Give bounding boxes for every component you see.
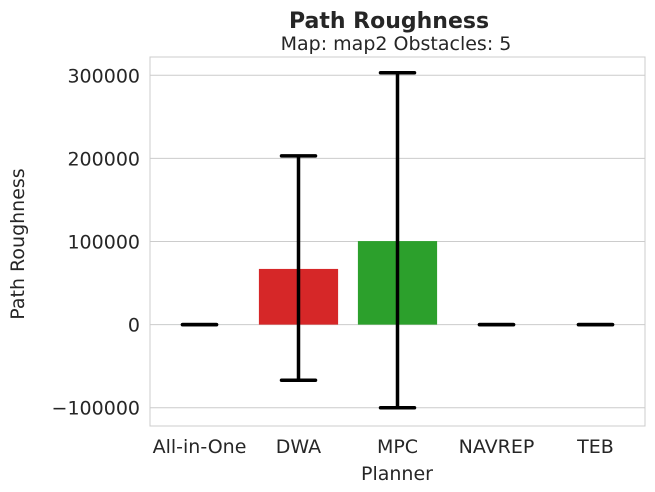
y-tick-label: 0 <box>128 315 140 337</box>
chart-title: Path Roughness <box>289 9 489 34</box>
x-axis-title: Planner <box>361 463 433 485</box>
y-axis-title: Path Roughness <box>7 168 29 319</box>
x-tick-label: DWA <box>276 436 321 458</box>
plot-frame <box>149 56 646 427</box>
error-bar <box>279 154 318 383</box>
x-tick-label: All-in-One <box>153 436 247 458</box>
x-tick-labels: All-in-One DWA MPC NAVREP TEB <box>153 436 614 458</box>
y-tick-label: 100000 <box>67 232 140 254</box>
y-tick-label: −100000 <box>52 398 140 420</box>
x-tick-label: MPC <box>377 436 418 458</box>
error-bars <box>180 71 615 410</box>
y-tick-label: 300000 <box>67 65 140 87</box>
x-tick-label: NAVREP <box>459 436 535 458</box>
y-tick-labels: −100000 0 100000 200000 300000 <box>52 65 140 419</box>
x-tick-label: TEB <box>576 436 614 458</box>
error-bar <box>378 71 417 410</box>
y-tick-label: 200000 <box>67 148 140 170</box>
chart-subtitle: Map: map2 Obstacles: 5 <box>281 33 512 55</box>
